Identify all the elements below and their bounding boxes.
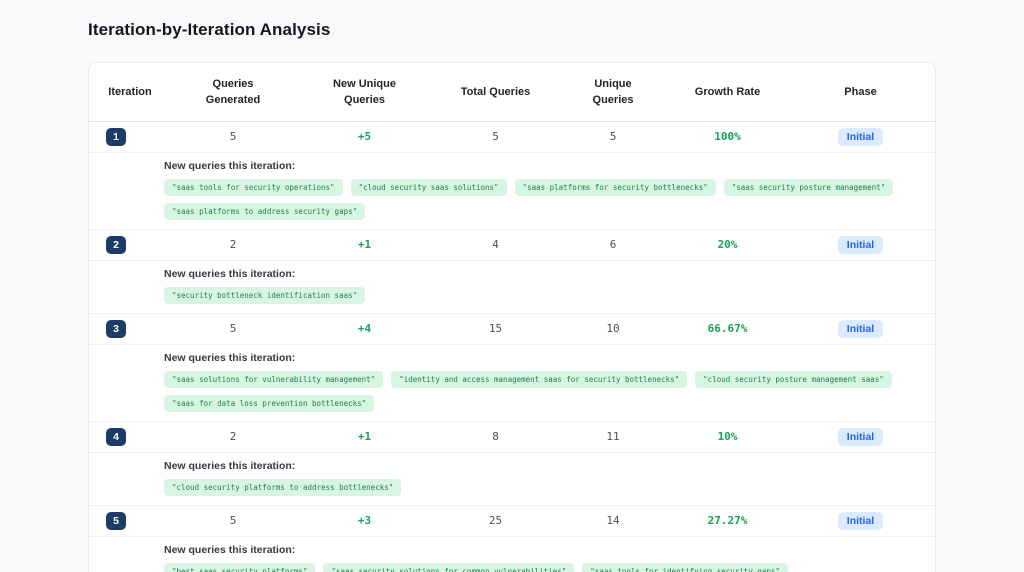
new-unique-queries-value: +1: [357, 238, 372, 252]
queries-generated-value: 2: [229, 430, 237, 444]
growth-rate-value: 20%: [717, 238, 738, 252]
queries-generated-value: 5: [229, 322, 237, 336]
new-queries-label: New queries this iteration:: [164, 159, 296, 172]
column-header-unique-queries: Unique Queries: [592, 78, 634, 106]
query-pill-list: "saas tools for security operations" "clo…: [164, 178, 917, 226]
total-queries-value: 25: [488, 514, 503, 528]
query-pill: "saas platforms to address security gaps…: [164, 203, 366, 220]
growth-rate-value: 10%: [717, 430, 738, 444]
phase-badge: Initial: [837, 511, 884, 530]
query-pill: "saas tools for identifying security gap…: [582, 563, 788, 572]
growth-rate-value: 100%: [714, 130, 741, 144]
growth-rate-value: 27.27%: [707, 514, 748, 528]
new-queries-label: New queries this iteration:: [164, 351, 296, 364]
new-queries-label: New queries this iteration:: [164, 459, 296, 472]
table-row: 2 2 +1 4 6 20% Initial: [89, 230, 935, 261]
iteration-block: 4 2 +1 8 11 10% Initial New queries this…: [89, 422, 935, 506]
unique-queries-value: 5: [609, 130, 617, 144]
iteration-block: 3 5 +4 15 10 66.67% Initial New queries …: [89, 314, 935, 422]
iteration-block: 5 5 +3 25 14 27.27% Initial New queries …: [89, 506, 935, 572]
new-queries-row: New queries this iteration: "saas soluti…: [89, 345, 935, 422]
query-pill: "saas security solutions for common vuln…: [323, 563, 575, 572]
table-row: 4 2 +1 8 11 10% Initial: [89, 422, 935, 453]
total-queries-value: 8: [492, 430, 499, 444]
total-queries-value: 15: [488, 322, 503, 336]
phase-badge: Initial: [837, 427, 884, 446]
query-pill: "saas solutions for vulnerability manage…: [164, 371, 384, 388]
table-row: 1 5 +5 5 5 100% Initial: [89, 122, 935, 153]
iteration-badge: 1: [106, 127, 126, 146]
phase-badge: Initial: [837, 235, 884, 254]
query-pill: "cloud security posture management saas": [695, 371, 892, 388]
unique-queries-value: 11: [606, 430, 620, 444]
unique-queries-value: 14: [606, 514, 620, 528]
page-title: Iteration-by-Iteration Analysis: [88, 20, 331, 39]
query-pill: "cloud security platforms to address bot…: [164, 479, 402, 496]
column-header-queries-generated: Queries Generated: [205, 78, 261, 106]
query-pill: "saas platforms for security bottlenecks…: [514, 179, 716, 196]
query-pill: "cloud security saas solutions": [350, 179, 507, 196]
column-header-growth-rate: Growth Rate: [694, 85, 761, 98]
new-unique-queries-value: +4: [357, 322, 372, 336]
new-queries-row: New queries this iteration: "best saas s…: [89, 537, 935, 572]
query-pill-list: "cloud security platforms to address bot…: [164, 478, 917, 502]
unique-queries-value: 6: [609, 238, 617, 252]
table-row: 5 5 +3 25 14 27.27% Initial: [89, 506, 935, 537]
column-header-iteration: Iteration: [108, 85, 152, 98]
iteration-block: 2 2 +1 4 6 20% Initial New queries this …: [89, 230, 935, 314]
query-pill: "saas for data loss prevention bottlenec…: [164, 395, 375, 412]
column-header-phase: Phase: [844, 85, 877, 98]
iteration-block: 1 5 +5 5 5 100% Initial New queries this…: [89, 122, 935, 230]
new-unique-queries-value: +5: [357, 130, 372, 144]
iteration-badge: 2: [106, 235, 126, 254]
table-row: 3 5 +4 15 10 66.67% Initial: [89, 314, 935, 345]
iteration-analysis-table: Iteration Queries Generated New Unique Q…: [88, 62, 936, 572]
iteration-badge: 5: [106, 511, 126, 530]
iteration-badge: 3: [106, 319, 126, 338]
queries-generated-value: 2: [229, 238, 237, 252]
growth-rate-value: 66.67%: [707, 322, 748, 336]
query-pill: "security bottleneck identification saas…: [164, 287, 366, 304]
query-pill-list: "best saas security platforms" "saas secu…: [164, 562, 917, 572]
query-pill-list: "security bottleneck identification saas…: [164, 286, 917, 310]
total-queries-value: 4: [492, 238, 499, 252]
new-unique-queries-value: +1: [357, 430, 372, 444]
phase-badge: Initial: [837, 319, 884, 338]
column-header-new-unique-queries: New Unique Queries: [333, 78, 396, 106]
query-pill: "best saas security platforms": [164, 563, 316, 572]
queries-generated-value: 5: [229, 514, 237, 528]
table-body: 1 5 +5 5 5 100% Initial New queries this…: [89, 122, 935, 572]
total-queries-value: 5: [492, 130, 499, 144]
query-pill: "saas tools for security operations": [164, 179, 343, 196]
new-queries-label: New queries this iteration:: [164, 543, 296, 556]
new-queries-label: New queries this iteration:: [164, 267, 296, 280]
table-header-row: Iteration Queries Generated New Unique Q…: [89, 63, 935, 122]
query-pill-list: "saas solutions for vulnerability manage…: [164, 370, 917, 418]
phase-badge: Initial: [837, 127, 884, 146]
query-pill: "identity and access management saas for…: [391, 371, 688, 388]
new-queries-row: New queries this iteration: "saas tools …: [89, 153, 935, 230]
new-queries-row: New queries this iteration: "security bo…: [89, 261, 935, 314]
new-unique-queries-value: +3: [357, 514, 372, 528]
query-pill: "saas security posture management": [723, 179, 894, 196]
queries-generated-value: 5: [229, 130, 237, 144]
column-header-total-queries: Total Queries: [460, 85, 531, 98]
iteration-badge: 4: [106, 427, 126, 446]
unique-queries-value: 10: [606, 322, 620, 336]
new-queries-row: New queries this iteration: "cloud secur…: [89, 453, 935, 506]
